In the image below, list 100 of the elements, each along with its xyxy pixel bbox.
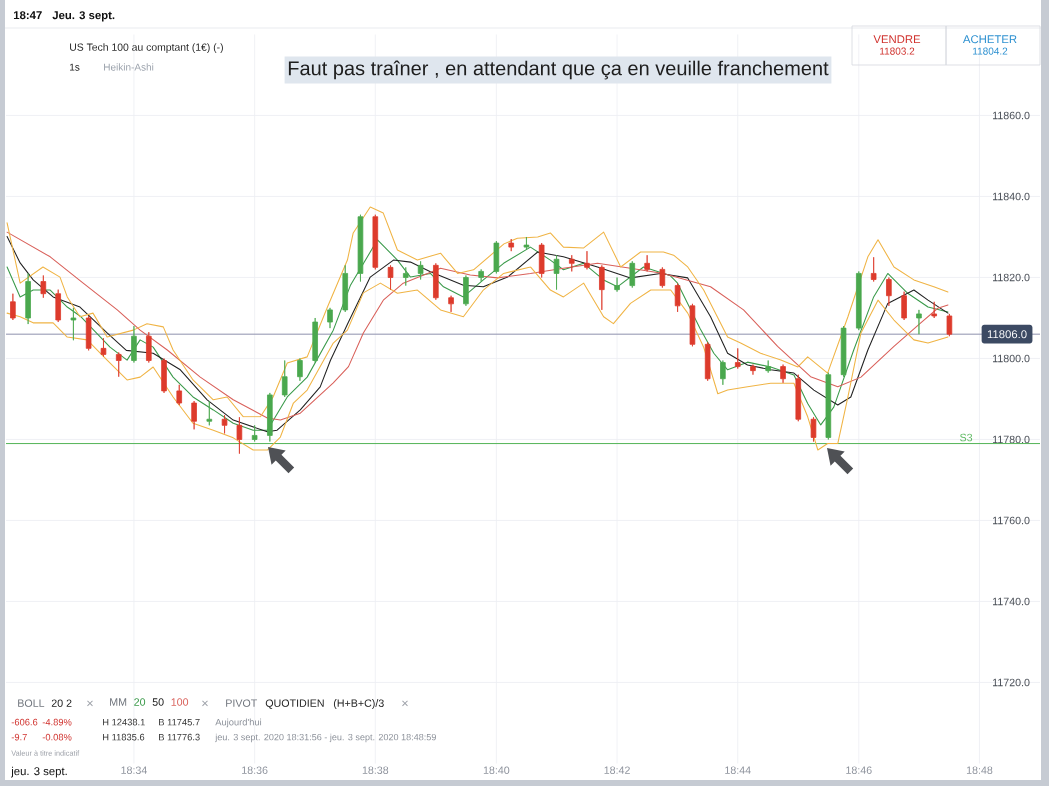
candlestick [840,325,847,378]
candlestick [599,264,605,311]
annotation: Heikin-Ashi [104,63,154,71]
annotation: VENDRE [873,35,921,44]
text: 100 [171,698,189,706]
x-tick-label: 18:40 [483,766,510,774]
candlestick [191,400,197,430]
x-tick-label: 18:36 [242,766,268,774]
text: US Tech 100 au comptant (1€) (-) [70,43,223,53]
annotation: 11804.2 [973,47,1008,55]
x-tick-label: 18:38 [362,766,389,774]
x-tick-label: 18:42 [604,766,630,774]
candlestick [312,317,318,363]
candlestick [568,254,575,272]
y-tick-label: 11800.0 [993,354,1030,363]
annotation: B 11776.3 [159,733,200,741]
candlestick [221,414,228,434]
candlestick [870,256,877,282]
candlestick [946,313,953,337]
y-tick-label: 11740.0 [993,597,1030,606]
candlestick [70,307,77,341]
candlestick [901,291,907,321]
line-series [6,266,949,451]
candlestick [750,364,756,376]
candlestick [856,271,862,331]
candlestick [704,341,711,382]
candlestick [372,214,379,270]
candlestick [40,275,47,299]
x-tick-label: 18:44 [725,766,751,774]
candlestick [25,273,31,325]
annotation: -9.7 [11,733,27,741]
candlestick [780,364,786,384]
candlestick [931,301,937,319]
annotation: PIVOT [226,699,258,707]
annotation: 1s [70,63,80,71]
text: 18:47 [13,11,42,20]
candlestick [538,242,545,278]
annotation: jeu. 3 sept. 2020 18:31:56 - jeu. 3 sept. 2020 18:48:59 [215,733,436,743]
x-tick-label: 18:46 [846,766,872,774]
y-tick-label: 11860.0 [993,111,1030,120]
text: Jeu. 3 sept. [52,11,115,22]
annotation: Aujourd'hui [215,718,262,728]
candlestick [720,360,726,386]
candlestick [659,266,666,289]
candlestick [508,238,515,252]
candlestick [417,260,424,280]
annotation: B 11745.7 [159,718,200,726]
candlestick [886,277,892,307]
candlestick [674,283,681,313]
candlestick [297,358,303,382]
candlestick [10,293,16,321]
candlestick [236,416,243,455]
candlestick [795,374,802,422]
text: 20 [134,698,146,706]
legend-title: MM [110,698,127,706]
y-tick-label: 11840.0 [993,192,1030,201]
annotation: 11806.0 [987,330,1027,339]
candlestick [433,262,439,301]
candlestick [614,277,620,293]
candlestick [523,236,530,250]
annotation: BOLL [18,699,45,707]
candlestick [765,360,771,374]
annotation: H 12438.1 [103,718,145,726]
annotation: H 11835.6 [103,733,145,741]
y-tick-label: 11820.0 [993,273,1030,282]
candlestick [825,372,832,440]
candlestick [463,275,469,307]
candlestick [734,347,741,370]
candlestick [584,250,590,270]
candlestick [176,384,183,406]
candlestick [267,392,273,442]
annotation: (H+B+C)/3 [333,699,384,710]
annotation: × [402,700,408,707]
candlestick [478,268,484,282]
candlestick [327,307,333,329]
annotation: -0.08% [42,733,72,741]
candlestick [387,264,394,291]
candlestick [115,352,122,378]
x-tick-label: 18:48 [966,766,993,774]
candlestick [402,266,409,286]
candlestick [493,240,500,274]
annotation: QUOTIDIEN [265,699,324,709]
candlestick [206,400,213,426]
candlestick [55,289,61,323]
candlestick [281,360,288,398]
candlestick [131,325,137,363]
annotation: -606.6 [11,718,38,726]
candlestick [448,295,454,313]
annotation: S3 [960,433,973,442]
annotation: ACHETER [962,35,1017,44]
candlestick [342,264,349,313]
y-tick-label: 11720.0 [993,678,1030,687]
annotation: 11803.2 [880,47,915,55]
candlestick [357,214,364,282]
y-tick-label: 11760.0 [993,516,1030,525]
annotation: × [202,700,208,707]
candlestick [810,416,817,442]
candlestick [629,260,636,289]
text: Faut pas traîner , en attendant que ça en veuille franchement [288,60,829,80]
candlestick [100,337,107,357]
